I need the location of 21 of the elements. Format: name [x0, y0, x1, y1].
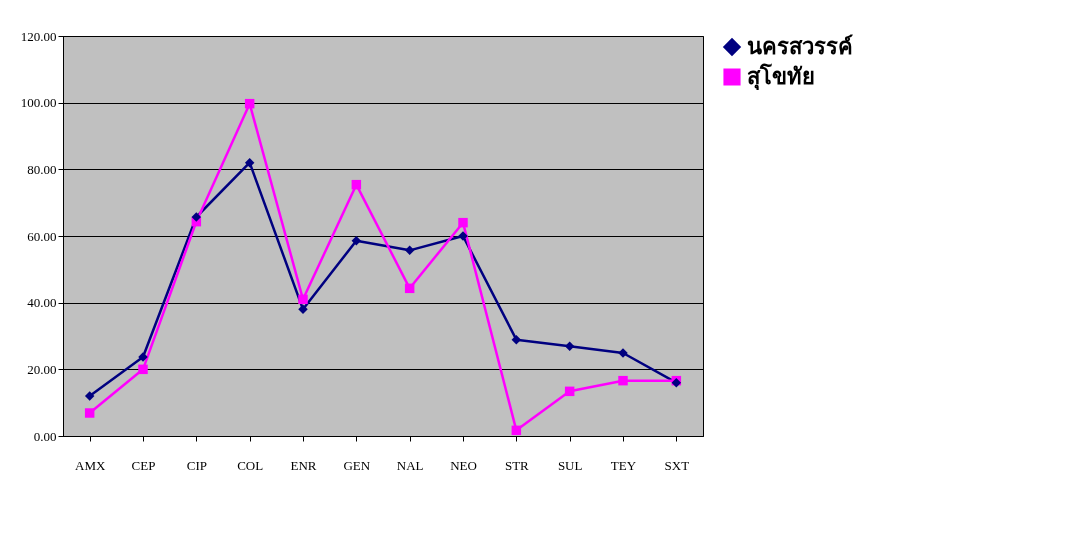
y-tick-label: 80.00: [27, 161, 57, 177]
y-tick-label: 40.00: [27, 295, 57, 311]
x-tick-label: ENR: [290, 457, 317, 473]
x-tick-label: NEO: [450, 457, 477, 473]
y-tick-label: 100.00: [20, 95, 57, 111]
x-tick-label: NAL: [396, 457, 424, 473]
x-tick-label: AMX: [74, 457, 106, 473]
y-tick-label: 120.00: [20, 28, 57, 44]
x-tick-label: SUL: [557, 457, 583, 473]
y-tick-label: 0.00: [33, 428, 57, 444]
legend-label: สุโขทัย: [747, 63, 815, 91]
y-tick-label: 20.00: [27, 361, 57, 377]
x-tick-label: COL: [237, 457, 264, 473]
y-tick-label: 60.00: [27, 228, 57, 244]
x-tick-label: GEN: [343, 457, 371, 473]
x-tick-label: CEP: [131, 457, 156, 473]
x-tick-label: CIP: [186, 457, 207, 473]
x-tick-label: TEY: [610, 457, 637, 473]
x-tick-label: SXT: [664, 457, 690, 473]
x-tick-label: STR: [504, 457, 530, 473]
legend-label: นครสวรรค์: [747, 34, 853, 59]
